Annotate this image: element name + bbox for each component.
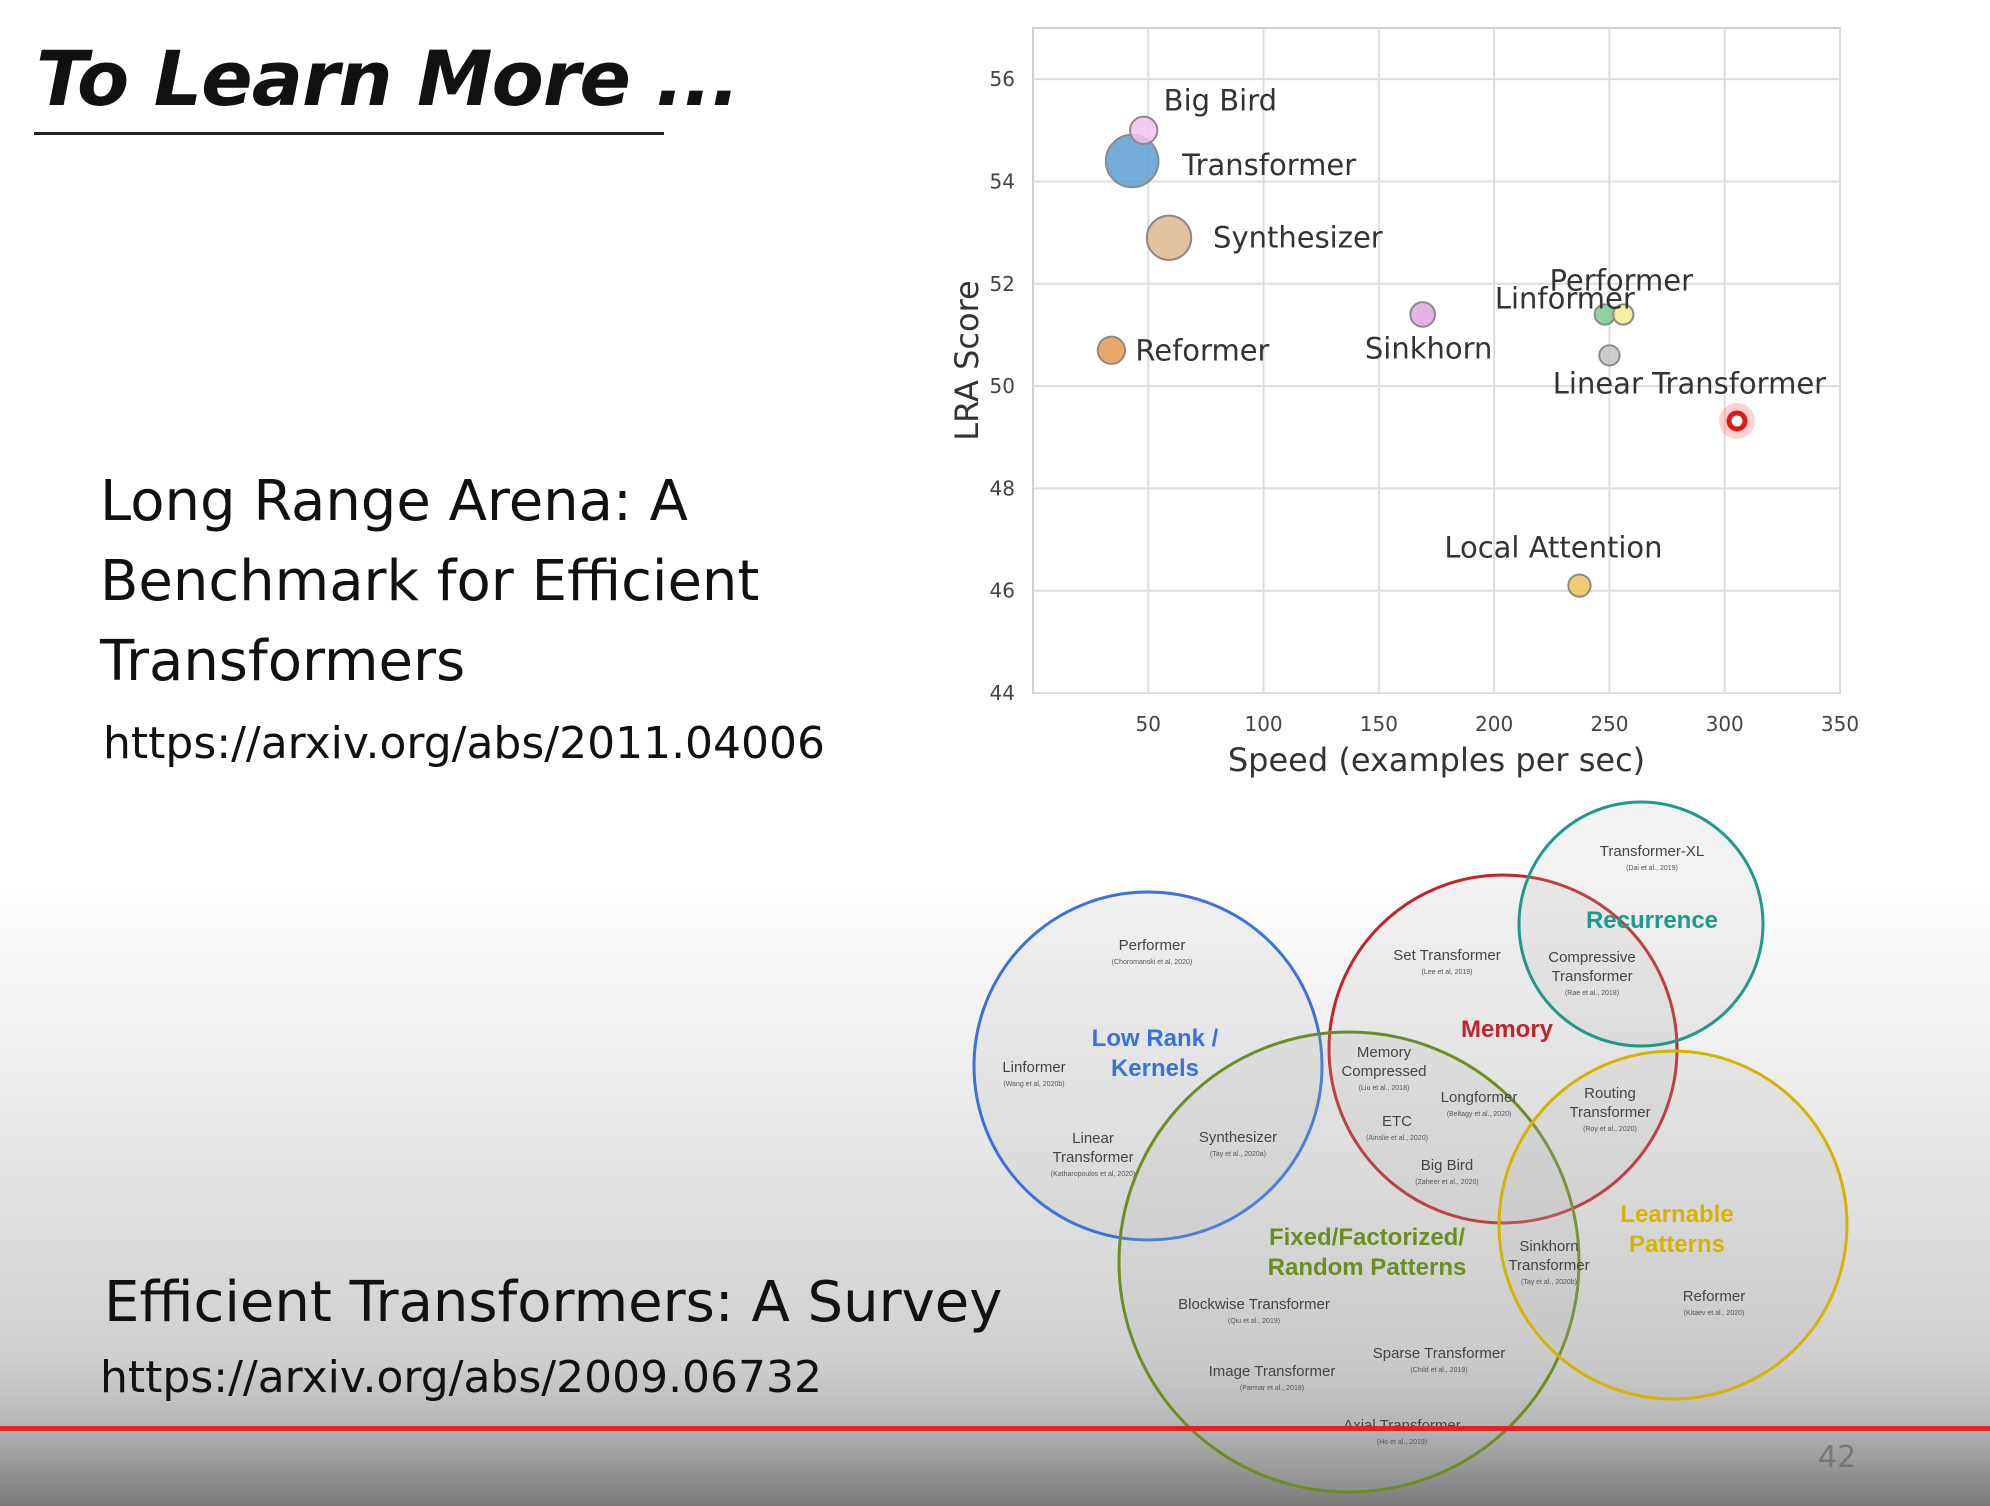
venn-item-name: Big Bird: [1421, 1157, 1474, 1174]
venn-item-name: Blockwise Transformer: [1178, 1296, 1330, 1313]
venn-item-name: Compressive Transformer: [1548, 949, 1636, 985]
title-underline: [34, 132, 664, 135]
venn-item-citation: (Qiu et al., 2019): [1228, 1318, 1280, 1325]
venn-item-name: Reformer: [1683, 1288, 1746, 1305]
reference-2-title: Efficient Transformers: A Survey: [104, 1270, 1003, 1335]
y-tick-label: 54: [990, 169, 1015, 193]
data-point: [1145, 214, 1193, 261]
venn-item-citation: (Parmar et al., 2018): [1240, 1385, 1304, 1392]
video-progress-line: [0, 1426, 1990, 1431]
point-label: Transformer: [1181, 148, 1356, 182]
data-point: [1129, 115, 1159, 145]
venn-item-citation: (Zaheer et al., 2020): [1415, 1179, 1478, 1186]
venn-item-citation: (Child et al., 2019): [1410, 1367, 1467, 1374]
venn-item-citation: (Dai et al., 2019): [1626, 865, 1678, 872]
venn-item-name: Set Transformer: [1393, 947, 1501, 964]
venn-item-citation: (Kitaev et al., 2020): [1684, 1310, 1745, 1317]
venn-circle: [972, 890, 1324, 1242]
point-label: Big Bird: [1164, 83, 1277, 117]
x-tick-label: 100: [1244, 712, 1282, 736]
venn-item-name: ETC: [1382, 1113, 1412, 1130]
point-label: Reformer: [1135, 333, 1269, 367]
venn-circle: [1517, 800, 1765, 1048]
venn-item-name: Sinkhorn Transformer: [1508, 1238, 1589, 1274]
y-tick-label: 56: [990, 67, 1015, 91]
y-tick-label: 46: [990, 579, 1015, 603]
venn-category-label: Learnable Patterns: [1620, 1201, 1733, 1258]
data-point: [1612, 303, 1635, 326]
venn-category-label: Low Rank / Kernels: [1092, 1025, 1219, 1082]
x-tick-label: 150: [1360, 712, 1398, 736]
x-tick-label: 350: [1821, 712, 1859, 736]
venn-item-citation: (Ainslie et al., 2020): [1366, 1135, 1428, 1142]
data-point: [1409, 301, 1436, 328]
venn-item-name: Performer: [1119, 937, 1186, 954]
venn-item-citation: (Wang et al, 2020b): [1003, 1081, 1064, 1088]
venn-category-label: Recurrence: [1586, 907, 1718, 934]
data-point: [1567, 573, 1592, 598]
venn-item-citation: (Roy et al., 2020): [1583, 1126, 1637, 1133]
venn-category-label: Fixed/Factorized/Random Patterns: [1268, 1224, 1467, 1281]
y-tick-label: 52: [990, 272, 1015, 296]
venn-circle: [1117, 1030, 1581, 1494]
point-label: Sinkhorn: [1365, 331, 1493, 365]
point-label: Synthesizer: [1213, 221, 1383, 255]
venn-item-citation: (Ho et al., 2019): [1377, 1439, 1427, 1446]
data-point: [1096, 335, 1127, 365]
reference-2-url[interactable]: https://arxiv.org/abs/2009.06732: [100, 1352, 823, 1403]
lra-scatter-chart: 50 100 150 200 250 300 350 44 46 48 50 52 54 56 Speed …: [948, 27, 1859, 779]
venn-item-name: Transformer-XL: [1600, 843, 1704, 860]
venn-item-citation: (Tay et al., 2020a): [1210, 1151, 1266, 1158]
page-number: 42: [1818, 1440, 1857, 1475]
venn-item-name: Longformer: [1441, 1089, 1518, 1106]
venn-item-name: Linear Transformer: [1052, 1130, 1133, 1166]
x-axis-label: Speed (examples per sec): [1228, 741, 1645, 779]
point-label: Linformer: [1495, 281, 1635, 315]
venn-item-name: Sparse Transformer: [1373, 1345, 1506, 1362]
cursor-icon: [1726, 410, 1748, 432]
x-tick-label: 200: [1475, 712, 1513, 736]
point-label: Local Attention: [1444, 531, 1662, 565]
x-tick-label: 50: [1136, 712, 1161, 736]
venn-item-citation: (Rae et al., 2018): [1565, 990, 1619, 997]
venn-item-name: Synthesizer: [1199, 1129, 1277, 1146]
venn-circle: [1327, 873, 1679, 1225]
y-tick-label: 48: [990, 476, 1015, 500]
efficient-transformers-venn-diagram: Low Rank / Kernels Memory Recurrence Fixed/F…: [972, 800, 1849, 1494]
x-tick-label: 300: [1706, 712, 1744, 736]
x-tick-label: 250: [1590, 712, 1628, 736]
venn-item-citation: (Beltagy et al., 2020): [1447, 1111, 1512, 1118]
venn-item-citation: (Tay et al., 2020b): [1521, 1279, 1577, 1286]
point-label: Linear Transformer: [1553, 366, 1826, 400]
venn-item-citation: (Choromanski et al, 2020): [1112, 959, 1193, 966]
venn-item-citation: (Liu et al., 2018): [1359, 1085, 1410, 1092]
y-axis-label: LRA Score: [948, 280, 986, 440]
reference-1-url[interactable]: https://arxiv.org/abs/2011.04006: [103, 718, 826, 769]
venn-item-name: Linformer: [1002, 1059, 1065, 1076]
venn-item-name: Memory Compressed: [1341, 1044, 1426, 1080]
y-tick-label: 50: [990, 374, 1015, 398]
y-tick-label: 44: [990, 681, 1015, 705]
venn-item-name: Routing Transformer: [1569, 1085, 1650, 1121]
point-label: Performer: [1549, 263, 1693, 297]
data-point: [1598, 344, 1621, 367]
plot-area: [1032, 27, 1841, 694]
venn-item-citation: (Katharopoulos et al, 2020): [1051, 1171, 1135, 1178]
venn-circle: [1497, 1049, 1849, 1401]
reference-1-title: Long Range Arena: A Benchmark for Effici…: [100, 469, 760, 694]
slide-title: To Learn More ...: [36, 34, 740, 123]
venn-item-name: Image Transformer: [1209, 1363, 1336, 1380]
venn-category-label: Memory: [1461, 1016, 1554, 1043]
venn-item-citation: (Lee et al, 2019): [1422, 969, 1473, 976]
